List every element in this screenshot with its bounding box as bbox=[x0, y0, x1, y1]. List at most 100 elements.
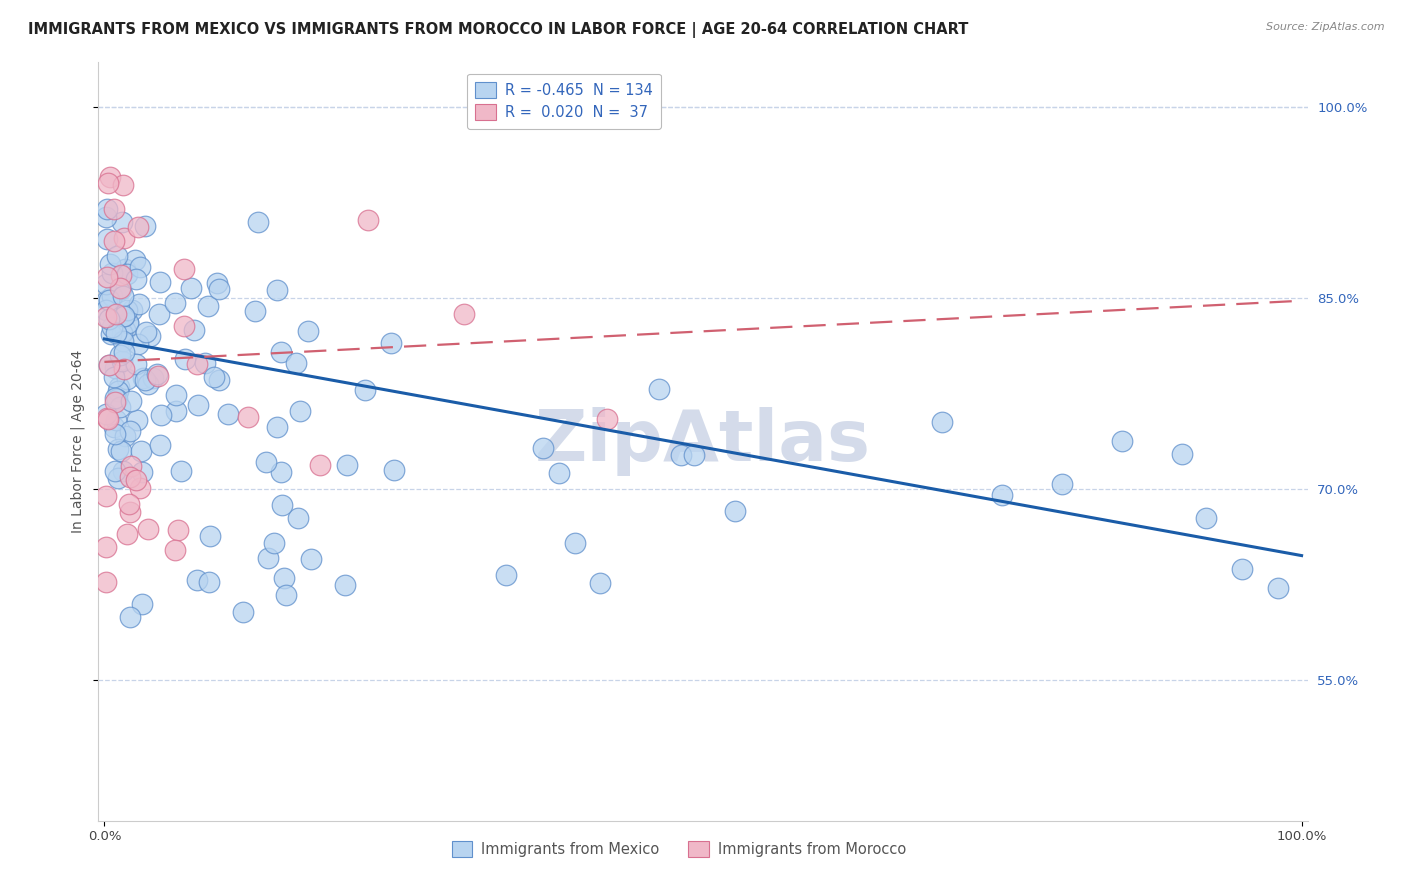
Point bbox=[173, 319, 195, 334]
Point bbox=[256, 550, 278, 565]
Point bbox=[194, 356, 217, 370]
Point bbox=[101, 320, 124, 334]
Point bbox=[495, 568, 517, 582]
Point bbox=[683, 448, 706, 462]
Point bbox=[104, 412, 127, 426]
Point bbox=[266, 420, 288, 434]
Point bbox=[111, 354, 134, 368]
Point bbox=[118, 497, 141, 511]
Point bbox=[112, 231, 135, 245]
Point bbox=[94, 540, 117, 554]
Point bbox=[96, 232, 118, 246]
Point bbox=[97, 358, 120, 372]
Point bbox=[165, 404, 187, 418]
Point bbox=[104, 426, 127, 441]
Point bbox=[96, 411, 118, 425]
Point bbox=[127, 336, 149, 351]
Point bbox=[183, 323, 205, 337]
Point bbox=[111, 289, 134, 303]
Point bbox=[112, 344, 135, 359]
Point bbox=[217, 407, 239, 421]
Point bbox=[142, 371, 165, 385]
Point bbox=[163, 543, 186, 558]
Point bbox=[336, 458, 359, 472]
Point bbox=[97, 412, 120, 426]
Point bbox=[107, 384, 129, 399]
Legend: Immigrants from Mexico, Immigrants from Morocco: Immigrants from Mexico, Immigrants from … bbox=[446, 835, 911, 863]
Point bbox=[110, 348, 132, 362]
Point bbox=[173, 261, 195, 276]
Point bbox=[167, 523, 190, 537]
Point bbox=[120, 394, 142, 409]
Point bbox=[107, 442, 129, 457]
Y-axis label: In Labor Force | Age 20-64: In Labor Force | Age 20-64 bbox=[70, 350, 84, 533]
Point bbox=[186, 574, 208, 588]
Point bbox=[131, 465, 153, 479]
Point bbox=[112, 309, 135, 323]
Point bbox=[263, 536, 285, 550]
Point bbox=[165, 388, 187, 402]
Point bbox=[103, 369, 125, 384]
Text: ZipAtlas: ZipAtlas bbox=[536, 407, 870, 476]
Point bbox=[453, 307, 475, 321]
Point bbox=[108, 281, 131, 295]
Point bbox=[103, 234, 125, 248]
Point bbox=[94, 303, 117, 318]
Point bbox=[205, 277, 228, 291]
Point bbox=[96, 293, 118, 307]
Point bbox=[207, 373, 229, 387]
Point bbox=[111, 215, 134, 229]
Point bbox=[124, 252, 146, 267]
Point bbox=[186, 357, 208, 371]
Point bbox=[931, 416, 953, 430]
Point bbox=[564, 536, 586, 550]
Point bbox=[1267, 581, 1289, 595]
Point bbox=[243, 304, 266, 318]
Point bbox=[98, 256, 121, 270]
Point bbox=[127, 413, 149, 427]
Point bbox=[254, 455, 277, 469]
Point bbox=[1111, 434, 1133, 448]
Point bbox=[103, 202, 125, 216]
Point bbox=[197, 300, 219, 314]
Point bbox=[120, 469, 142, 483]
Point bbox=[270, 498, 292, 512]
Point bbox=[148, 275, 170, 289]
Point bbox=[94, 310, 117, 324]
Point bbox=[98, 358, 121, 372]
Point bbox=[135, 325, 157, 339]
Point bbox=[186, 398, 208, 412]
Point bbox=[170, 464, 193, 478]
Point bbox=[232, 605, 254, 619]
Point bbox=[118, 610, 141, 624]
Point bbox=[104, 307, 127, 321]
Point bbox=[105, 326, 128, 340]
Point bbox=[110, 282, 132, 296]
Point bbox=[100, 170, 122, 185]
Point bbox=[103, 420, 125, 434]
Point bbox=[285, 356, 308, 370]
Point bbox=[165, 296, 187, 310]
Point bbox=[111, 326, 134, 340]
Point bbox=[287, 511, 309, 525]
Point bbox=[115, 267, 138, 281]
Point bbox=[270, 465, 292, 479]
Point bbox=[274, 588, 297, 602]
Point bbox=[94, 489, 117, 503]
Point bbox=[112, 362, 135, 376]
Point bbox=[103, 361, 125, 376]
Point bbox=[131, 443, 153, 458]
Point bbox=[145, 367, 167, 381]
Point bbox=[198, 574, 221, 589]
Point bbox=[104, 464, 127, 478]
Point bbox=[588, 576, 610, 591]
Point bbox=[94, 277, 117, 292]
Point bbox=[309, 458, 332, 473]
Point bbox=[354, 383, 377, 397]
Point bbox=[146, 368, 169, 383]
Point bbox=[148, 307, 170, 321]
Point bbox=[94, 407, 117, 421]
Point bbox=[382, 463, 405, 477]
Point bbox=[112, 178, 135, 193]
Point bbox=[991, 488, 1014, 502]
